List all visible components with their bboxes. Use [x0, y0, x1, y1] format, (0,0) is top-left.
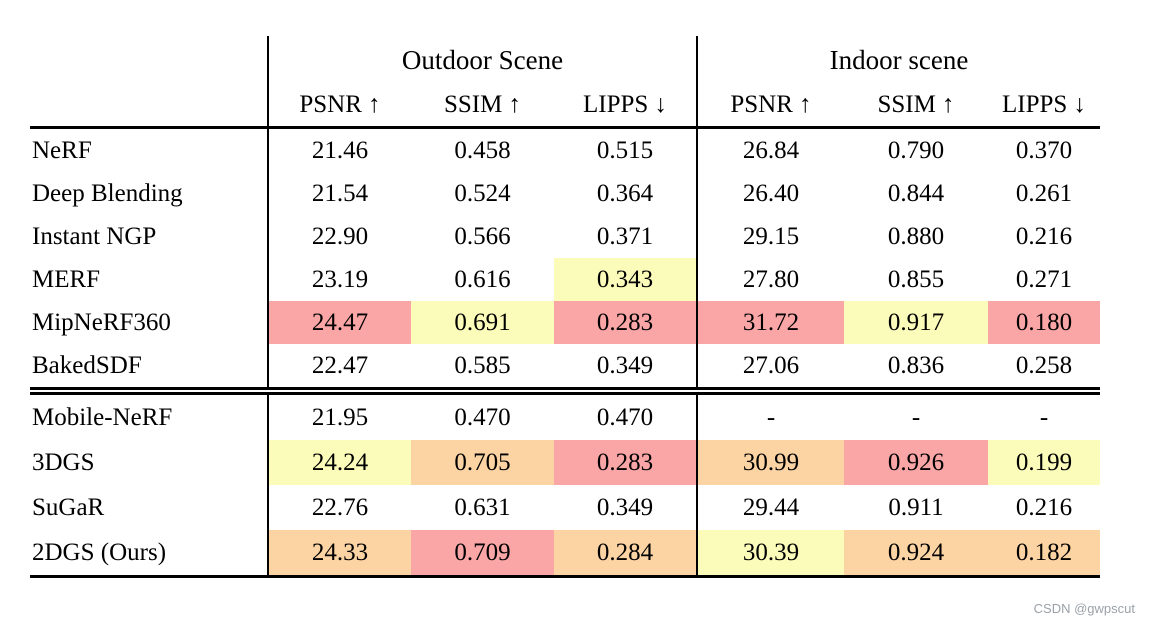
- metric-cell: 0.705: [411, 440, 554, 485]
- metric-cell: 26.40: [696, 172, 844, 215]
- metric-cell: 0.349: [596, 493, 654, 521]
- metric-cell: 24.24: [267, 440, 411, 485]
- scene-header-row: Outdoor Scene Indoor scene: [30, 36, 1101, 129]
- metric-cell: 0.631: [454, 493, 511, 521]
- row-label: BakedSDF: [32, 351, 142, 379]
- metric-cell: 0.917: [844, 301, 988, 344]
- metric-header-outdoor-lipps: LIPPS ↓: [554, 84, 697, 129]
- table-row-3dgs: 3DGS 24.24 0.705 0.283 30.99 0.926 0.199: [30, 440, 1101, 485]
- metric-header-indoor-psnr: PSNR ↑: [696, 84, 844, 129]
- metric-cell: 24.47: [267, 301, 411, 344]
- metric-cell: 0.349: [596, 351, 654, 379]
- table-row-merf: MERF 23.19 0.616 0.343 27.80 0.855 0.271: [30, 258, 1100, 301]
- metric-cell: 0.585: [454, 351, 511, 379]
- metric-cell: 27.80: [696, 258, 844, 301]
- metric-cell: -: [696, 387, 844, 440]
- metric-cell: 0.515: [596, 136, 654, 164]
- metric-cell: 31.72: [696, 301, 844, 344]
- metric-cell: 0.180: [988, 301, 1101, 344]
- metric-cell: 0.691: [411, 301, 554, 344]
- metric-cell: 0.524: [454, 179, 511, 207]
- row-label: Deep Blending: [32, 179, 183, 207]
- row-label: 2DGS (Ours): [30, 530, 268, 578]
- metric-cell: 0.790: [887, 136, 945, 164]
- table-row-deep-blending: Deep Blending 21.54 0.524 0.364 26.40 0.…: [30, 172, 1100, 215]
- row-label: MERF: [32, 265, 101, 293]
- metric-cell: 30.39: [696, 530, 844, 578]
- metric-cell: 0.370: [1015, 136, 1073, 164]
- metric-cell: 21.54: [267, 172, 411, 215]
- results-table: Outdoor Scene Indoor scene PSNR ↑ SSIM ↑…: [30, 36, 1101, 578]
- metric-cell: 22.90: [267, 215, 411, 258]
- group-header-indoor: Indoor scene: [695, 36, 1101, 84]
- table-row-sugar: SuGaR 22.76 0.631 0.349 29.44 0.911 0.21…: [30, 485, 1100, 530]
- metric-cell: 26.84: [696, 127, 844, 172]
- row-label: SuGaR: [32, 493, 105, 521]
- metric-header-outdoor-ssim: SSIM ↑: [411, 84, 554, 129]
- metric-cell: 0.283: [554, 301, 697, 344]
- metric-cell: 0.836: [887, 351, 945, 379]
- metric-cell: 23.19: [267, 258, 411, 301]
- table-row-mobile-nerf: Mobile-NeRF 21.95 0.470 0.470 - - -: [30, 387, 1101, 440]
- metric-cell: 0.566: [454, 222, 511, 250]
- table-row-bakedsdf: BakedSDF 22.47 0.585 0.349 27.06 0.836 0…: [30, 344, 1100, 391]
- metric-cell: 27.06: [696, 344, 844, 391]
- metric-cell: 22.76: [267, 485, 411, 530]
- metric-cell: 24.33: [267, 530, 411, 578]
- metric-cell: 22.47: [267, 344, 411, 391]
- row-label: Mobile-NeRF: [30, 387, 268, 440]
- metric-cell: -: [988, 387, 1101, 440]
- metric-cell: 0.284: [554, 530, 697, 578]
- metric-cell: 21.95: [267, 387, 411, 440]
- metric-cell: 0.258: [1015, 351, 1073, 379]
- table-row-nerf: NeRF 21.46 0.458 0.515 26.84 0.790 0.370: [30, 127, 1100, 172]
- metric-cell: 0.911: [888, 493, 944, 521]
- metric-cell: 0.926: [844, 440, 988, 485]
- metric-header-indoor-lipps: LIPPS ↓: [988, 84, 1101, 129]
- metric-header-row: PSNR ↑ SSIM ↑ LIPPS ↓ PSNR ↑ SSIM ↑ LIPP…: [30, 84, 1101, 129]
- row-label: Instant NGP: [32, 222, 157, 250]
- metric-cell: 0.709: [411, 530, 554, 578]
- table-row-mipnerf360: MipNeRF360 24.47 0.691 0.283 31.72 0.917…: [30, 301, 1101, 344]
- metric-cell: 29.15: [696, 215, 844, 258]
- metric-cell: 0.216: [1015, 493, 1073, 521]
- metric-cell: 0.216: [1015, 222, 1073, 250]
- metric-cell: 0.371: [596, 222, 654, 250]
- metric-header-indoor-ssim: SSIM ↑: [844, 84, 988, 129]
- metric-cell: 30.99: [696, 440, 844, 485]
- metric-cell: 0.283: [554, 440, 697, 485]
- metric-cell: 0.271: [1015, 265, 1073, 293]
- metric-cell: 0.924: [844, 530, 988, 578]
- metric-cell: 0.880: [887, 222, 945, 250]
- metric-cell: 0.470: [554, 387, 697, 440]
- row-label: 3DGS: [32, 448, 95, 476]
- metric-cell: 0.855: [887, 265, 945, 293]
- metric-cell: 0.343: [554, 258, 697, 301]
- row-label: MipNeRF360: [32, 308, 171, 336]
- metric-cell: 0.616: [454, 265, 511, 293]
- metric-cell: 0.844: [887, 179, 945, 207]
- metric-cell: 0.199: [988, 440, 1101, 485]
- corner-cell: [30, 36, 268, 129]
- metric-cell: 21.46: [267, 127, 411, 172]
- csdn-watermark: CSDN @gwpscut: [1033, 601, 1135, 616]
- row-label: NeRF: [32, 136, 92, 164]
- table-row-instant-ngp: Instant NGP 22.90 0.566 0.371 29.15 0.88…: [30, 215, 1100, 258]
- table-row-2dgs-ours: 2DGS (Ours) 24.33 0.709 0.284 30.39 0.92…: [30, 530, 1101, 578]
- metric-cell: 29.44: [696, 485, 844, 530]
- metric-cell: -: [844, 387, 988, 440]
- group-header-outdoor: Outdoor Scene: [267, 36, 697, 84]
- metric-cell: 0.364: [596, 179, 654, 207]
- metric-cell: 0.470: [411, 387, 554, 440]
- metric-cell: 0.182: [988, 530, 1101, 578]
- metric-cell: 0.261: [1015, 179, 1073, 207]
- metric-cell: 0.458: [454, 136, 511, 164]
- metric-header-outdoor-psnr: PSNR ↑: [267, 84, 411, 129]
